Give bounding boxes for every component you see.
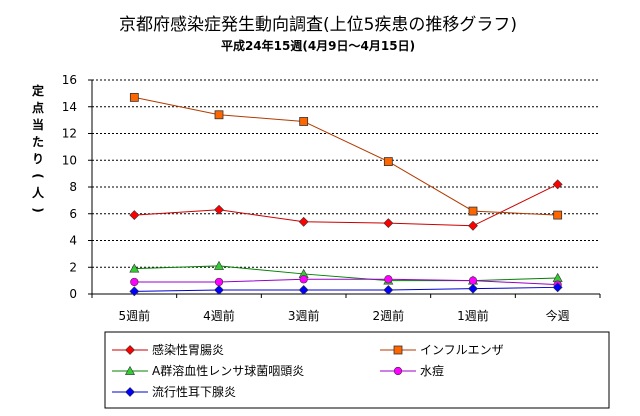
legend-item: 流行性耳下腺炎 bbox=[112, 385, 236, 399]
chart-subtitle: 平成24年15週(4月9日～4月15日) bbox=[221, 38, 415, 53]
y-axis-ticks: 0 2 4 6 8 10 12 14 16 bbox=[62, 73, 92, 301]
legend-item: インフルエンザ bbox=[380, 343, 504, 357]
legend-item: 感染性胃腸炎 bbox=[112, 342, 224, 357]
y-tick-label: 14 bbox=[62, 100, 77, 114]
data-point bbox=[298, 216, 309, 227]
legend-marker bbox=[393, 345, 403, 355]
y-tick-label: 16 bbox=[62, 73, 77, 87]
y-tick-label: 2 bbox=[69, 260, 77, 274]
data-point bbox=[552, 272, 563, 282]
y-axis-label-char: 人 bbox=[32, 185, 45, 200]
legend-label: A群溶血性レンサ球菌咽頭炎 bbox=[152, 363, 304, 378]
grid-lines bbox=[92, 79, 600, 268]
x-axis-ticks: 5週前 4週前 3週前 2週前 1週前 今週 bbox=[91, 294, 601, 323]
data-point bbox=[129, 92, 139, 102]
series-line bbox=[134, 265, 558, 282]
y-tick-label: 6 bbox=[69, 207, 77, 221]
series-line bbox=[134, 286, 558, 292]
y-axis-label-char: た bbox=[32, 135, 44, 149]
data-point bbox=[129, 210, 140, 221]
data-point bbox=[214, 285, 224, 295]
x-tick-label: 3週前 bbox=[288, 308, 320, 323]
y-axis-label-char: 当 bbox=[32, 117, 44, 132]
x-tick-label: 今週 bbox=[546, 308, 570, 323]
data-point bbox=[213, 260, 225, 270]
legend-label: 感染性胃腸炎 bbox=[152, 342, 224, 357]
y-axis-label-char: 定 bbox=[32, 83, 44, 98]
axes bbox=[91, 80, 600, 295]
data-point bbox=[298, 285, 309, 295]
data-point bbox=[468, 283, 478, 294]
data-point bbox=[552, 282, 563, 293]
data-point bbox=[383, 285, 394, 295]
data-point bbox=[214, 110, 224, 120]
series-5 bbox=[129, 282, 563, 297]
y-tick-label: 12 bbox=[62, 127, 77, 141]
y-axis-label-char: ( bbox=[31, 173, 45, 178]
legend-frame bbox=[104, 331, 610, 409]
series-3 bbox=[129, 260, 563, 285]
data-point bbox=[384, 275, 393, 284]
x-tick-label: 1週前 bbox=[457, 308, 489, 323]
data-point bbox=[468, 220, 478, 231]
y-axis-label-char: 点 bbox=[32, 100, 44, 115]
legend-marker bbox=[125, 387, 135, 397]
data-point bbox=[552, 179, 563, 190]
y-tick-label: 10 bbox=[62, 153, 77, 167]
data-point bbox=[299, 117, 309, 126]
series-line bbox=[134, 183, 558, 227]
legend-marker bbox=[393, 366, 403, 376]
legend-label: 水痘 bbox=[420, 363, 444, 378]
chart-title: 京都府感染症発生動向調査(上位5疾患の推移グラフ) bbox=[119, 15, 517, 35]
data-point bbox=[468, 206, 478, 216]
series-line bbox=[134, 96, 558, 216]
legend-label: 流行性耳下腺炎 bbox=[152, 385, 236, 399]
legend-marker bbox=[124, 365, 136, 375]
series-2 bbox=[129, 92, 563, 220]
x-tick-label: 5週前 bbox=[119, 308, 151, 323]
series-1 bbox=[129, 179, 563, 231]
series-4 bbox=[130, 275, 562, 289]
legend-label: インフルエンザ bbox=[420, 343, 504, 357]
data-point bbox=[383, 157, 393, 166]
data-point bbox=[214, 204, 224, 215]
x-tick-label: 2週前 bbox=[373, 308, 405, 323]
x-tick-label: 4週前 bbox=[203, 308, 235, 323]
data-point bbox=[129, 263, 140, 273]
y-tick-label: 4 bbox=[69, 234, 77, 248]
data-point bbox=[468, 276, 478, 285]
y-tick-label: 0 bbox=[69, 287, 77, 301]
series-group bbox=[129, 92, 563, 297]
data-point bbox=[299, 275, 308, 284]
y-tick-label: 8 bbox=[69, 180, 77, 194]
series-line bbox=[134, 278, 558, 286]
y-axis-label-char: り bbox=[32, 152, 44, 166]
data-point bbox=[214, 277, 224, 287]
legend-item: 水痘 bbox=[380, 363, 444, 378]
data-point bbox=[553, 210, 563, 220]
data-point bbox=[130, 277, 139, 287]
data-point bbox=[129, 286, 140, 297]
y-axis-label-char: ) bbox=[31, 207, 45, 212]
data-point bbox=[383, 218, 394, 229]
legend-item: A群溶血性レンサ球菌咽頭炎 bbox=[112, 363, 304, 378]
legend-marker bbox=[125, 345, 135, 355]
